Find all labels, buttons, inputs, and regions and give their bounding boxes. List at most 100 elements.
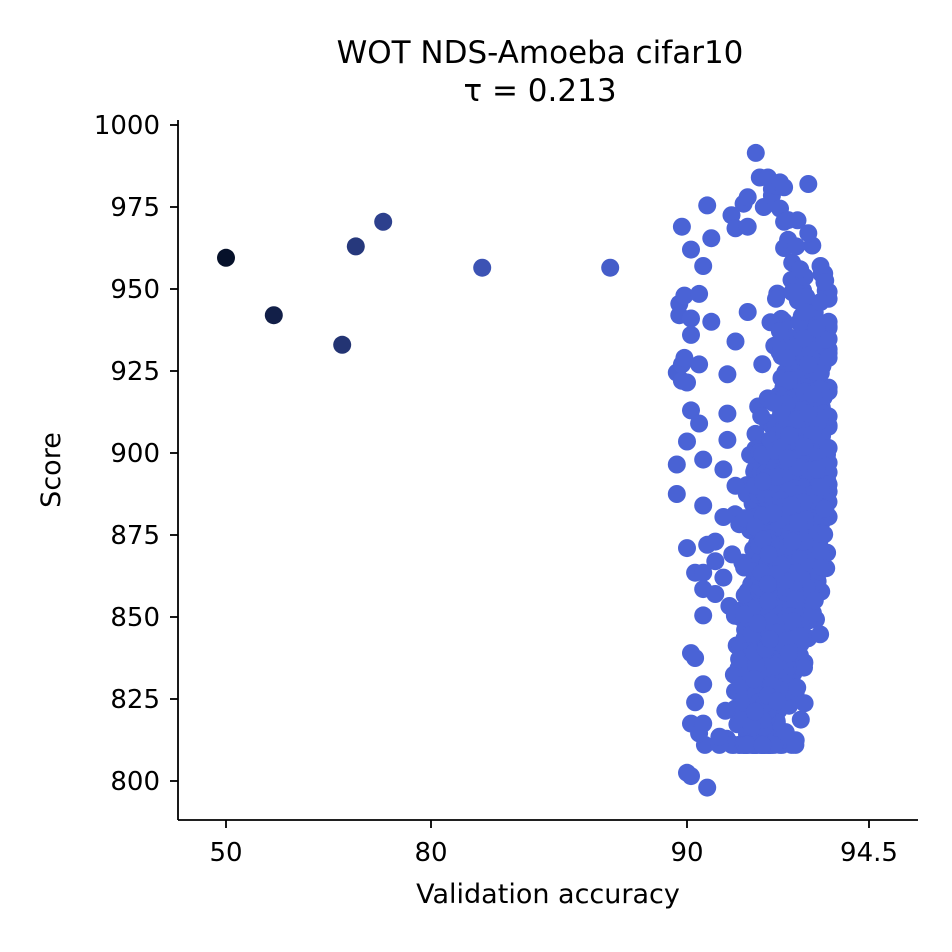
- y-tick-label: 850: [110, 603, 160, 633]
- y-tick-label: 925: [110, 357, 160, 387]
- cluster-point: [754, 530, 772, 549]
- cluster-point: [742, 716, 761, 735]
- cluster-point: [780, 426, 799, 445]
- cluster-point: [790, 627, 809, 646]
- data-point: [726, 332, 745, 351]
- cluster-point: [735, 605, 754, 624]
- cluster-point: [764, 504, 783, 523]
- x-tick-label: 80: [414, 838, 447, 868]
- data-point: [738, 217, 757, 236]
- data-point: [799, 404, 818, 423]
- data-point: [714, 568, 733, 587]
- data-point: [795, 329, 814, 348]
- data-point: [706, 585, 725, 603]
- data-point: [811, 257, 830, 275]
- cluster-point: [738, 735, 757, 754]
- data-point: [811, 293, 830, 312]
- data-point: [819, 348, 838, 367]
- data-point: [783, 532, 802, 551]
- data-point: [702, 229, 721, 248]
- cluster-point: [761, 630, 779, 649]
- data-point: [811, 542, 830, 561]
- y-tick-label: 900: [110, 439, 160, 469]
- data-point: [738, 188, 757, 207]
- y-tick-label: 800: [110, 767, 160, 797]
- y-axis-ticks: 800 825 850 875 900 925 950 975 1000: [94, 111, 178, 797]
- data-point: [694, 450, 713, 469]
- cluster-point: [783, 612, 802, 631]
- data-point: [795, 303, 814, 321]
- cluster-point: [777, 349, 796, 367]
- y-tick-label: 1000: [94, 111, 160, 141]
- cluster-point: [768, 692, 786, 711]
- cluster-point: [786, 735, 805, 754]
- cluster-point: [795, 694, 814, 713]
- x-axis-label: Validation accuracy: [416, 879, 680, 910]
- cluster-point: [730, 650, 749, 669]
- data-point: [746, 143, 765, 162]
- chart-subtitle: τ = 0.213: [463, 73, 616, 109]
- y-tick-label: 950: [110, 275, 160, 305]
- y-tick-label: 875: [110, 521, 160, 551]
- cluster-point: [797, 287, 816, 306]
- data-point: [815, 499, 834, 518]
- cluster-point: [788, 678, 807, 697]
- data-point: [799, 175, 818, 193]
- cluster-point: [759, 592, 778, 611]
- data-point: [718, 404, 737, 423]
- cluster-point: [778, 449, 797, 468]
- cluster-point: [754, 472, 772, 491]
- data-point: [686, 693, 705, 712]
- data-point: [690, 355, 709, 374]
- data-point: [672, 217, 691, 236]
- cluster-point: [748, 614, 767, 633]
- cluster-point: [752, 407, 771, 426]
- outlier-point: [333, 335, 352, 354]
- cluster-point: [716, 701, 735, 720]
- data-point: [678, 432, 696, 451]
- cluster-point: [791, 710, 810, 729]
- data-point: [767, 289, 785, 308]
- data-point: [775, 178, 794, 197]
- data-point: [694, 714, 713, 733]
- data-point: [694, 563, 713, 582]
- data-point: [710, 727, 729, 746]
- cluster-point: [811, 557, 830, 576]
- data-point: [678, 373, 696, 392]
- outlier-point: [374, 212, 393, 231]
- data-point: [803, 385, 822, 403]
- cluster-point: [766, 657, 784, 676]
- cluster-point: [795, 658, 813, 677]
- data-point: [694, 675, 713, 694]
- cluster-point: [759, 545, 778, 564]
- data-point: [694, 257, 713, 275]
- data-point: [807, 460, 826, 479]
- data-point: [783, 283, 802, 302]
- data-point: [738, 303, 757, 321]
- data-point: [675, 286, 694, 305]
- data-point: [787, 237, 806, 256]
- data-point: [682, 309, 700, 328]
- data-point: [799, 355, 818, 374]
- cluster-point: [770, 322, 789, 341]
- cluster-point: [776, 723, 795, 742]
- data-point: [758, 575, 777, 594]
- data-point: [694, 496, 713, 515]
- data-point: [686, 649, 705, 667]
- data-point: [698, 196, 717, 215]
- data-point: [714, 508, 733, 526]
- outlier-point: [473, 258, 492, 277]
- data-point: [718, 430, 737, 449]
- data-point: [690, 284, 709, 303]
- data-point: [726, 476, 745, 495]
- data-point: [714, 460, 733, 479]
- cluster-point: [786, 590, 805, 609]
- cluster-point: [811, 625, 830, 644]
- x-tick-label: 50: [209, 838, 242, 868]
- data-point: [807, 319, 826, 338]
- data-point: [694, 606, 713, 625]
- x-tick-label: 94.5: [840, 838, 898, 868]
- data-point: [678, 539, 696, 558]
- cluster-point: [764, 393, 783, 412]
- y-tick-label: 975: [110, 193, 160, 223]
